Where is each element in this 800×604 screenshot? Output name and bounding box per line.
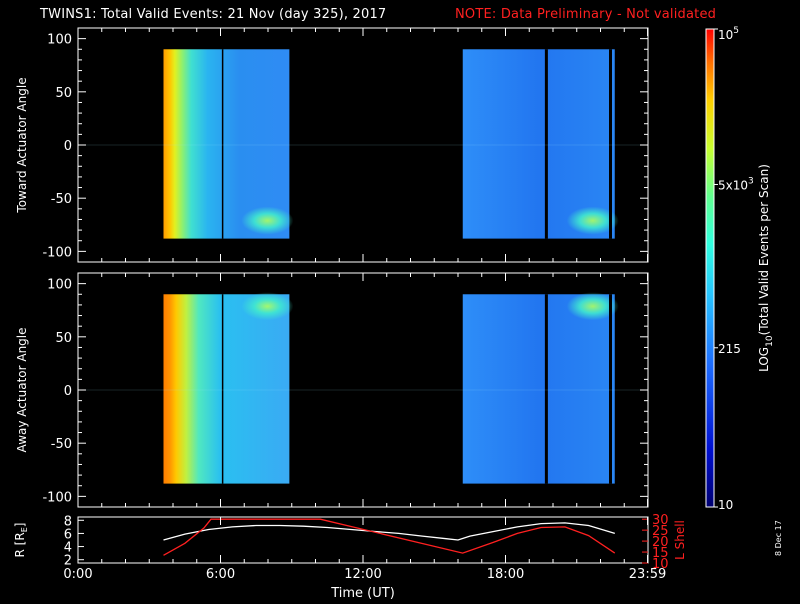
y-tick-label: 100 [47,33,72,48]
y-tick-label: 0 [64,384,72,399]
data-gap-line [544,294,548,484]
data-gap-line [221,294,224,484]
heatmap-segment [462,294,615,484]
lshell-axis-label: L Shell [673,520,687,560]
time-tick-label: 12:00 [344,567,381,582]
lshell-tick-label: 15 [652,546,669,561]
data-gap-line [544,49,548,239]
colorbar: 105 5x103 215 10 LOG10(Total Valid Events pe… [705,26,775,512]
lshell-tick-label: 25 [652,524,669,539]
colorbar-tick-label: 5x103 [718,176,754,192]
data-gap-line [609,294,612,484]
r-tick-label: 2 [64,554,72,569]
heatmap-panel-1: 100 50 0 -50 -100 Toward Actuator Angle [15,27,649,263]
colorbar-label: LOG10(Total Valid Events per Scan) [757,164,775,372]
lshell-tick-label: 20 [652,535,669,550]
heatmap-panel-2: 100 50 0 -50 -100 Away Actuator Angle [15,272,649,508]
r-tick-label: 8 [64,514,72,529]
y-tick-label: -50 [51,192,72,207]
chart-title: TWINS1: Total Valid Events: 21 Nov (day … [40,7,387,22]
y-tick-label: 100 [47,278,72,293]
x-axis-label: Time (UT) [330,586,395,600]
y-tick-label: -50 [51,437,72,452]
heatmap-hotspot [566,292,619,321]
data-gap-line [609,49,612,239]
heatmap-segment [163,294,290,484]
preliminary-note: NOTE: Data Preliminary - Not validated [455,7,717,22]
r-tick-label: 6 [64,527,72,542]
radius-line [163,522,615,541]
colorbar-gradient [705,28,715,508]
y-axis-label: Away Actuator Angle [15,327,29,452]
colorbar-tick-label: 215 [718,342,741,356]
colorbar-tick-label: 10 [718,498,733,512]
y-tick-label: -100 [42,245,72,260]
y-tick-label: 0 [64,139,72,154]
y-tick-label: 50 [55,331,72,346]
heatmap-hotspot [241,206,294,235]
date-stamp: 8 Dec 17 [774,520,783,556]
y-tick-label: -100 [42,490,72,505]
r-tick-label: 4 [64,541,72,556]
data-gap-line [221,49,224,239]
colorbar-tick-label: 105 [718,26,739,42]
y-tick-label: 50 [55,86,72,101]
heatmap-hotspot [241,292,294,321]
y-axis-label: Toward Actuator Angle [15,77,29,213]
time-tick-label: 23:59 [629,567,666,582]
lshell-line [163,518,616,556]
lshell-tick-label: 30 [652,513,669,528]
time-tick-label: 6:00 [206,567,235,582]
time-tick-label: 0:00 [63,567,92,582]
lshell-tick-label: 10 [652,557,669,572]
heatmap-hotspot [566,206,619,235]
r-axis-label: R [RE] [13,523,29,558]
time-tick-label: 18:00 [487,567,524,582]
